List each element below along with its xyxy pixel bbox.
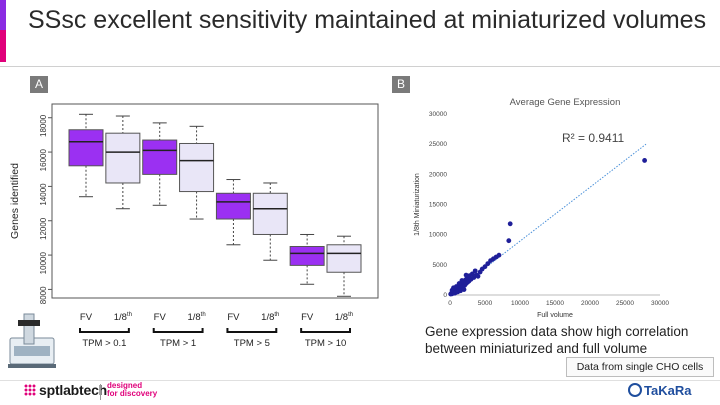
y-axis-label: Genes identified bbox=[9, 163, 21, 239]
scatter-chart: Average Gene Expression 0 5000 10000 15000 20… bbox=[414, 97, 669, 319]
data-point bbox=[496, 252, 502, 258]
group-label: TPM > 0.1 bbox=[82, 338, 126, 349]
group-label: TPM > 1 bbox=[160, 338, 196, 349]
data-point bbox=[453, 284, 459, 289]
trendline bbox=[449, 143, 647, 296]
x-axis-label: Full volume bbox=[537, 312, 573, 319]
x-category-label: FV bbox=[227, 312, 240, 323]
title-accent-pink bbox=[0, 30, 6, 62]
data-point bbox=[459, 278, 465, 283]
x-tick-label: 25000 bbox=[616, 300, 634, 307]
takara-icon bbox=[628, 383, 642, 397]
group-bracket bbox=[226, 328, 278, 333]
group-label: TPM > 5 bbox=[234, 338, 270, 349]
spt-dots-icon bbox=[24, 384, 36, 396]
data-point bbox=[642, 158, 647, 163]
takara-logo-text: TaKaRa bbox=[644, 383, 692, 398]
y-tick-label: 10000 bbox=[429, 232, 447, 239]
footer-separator bbox=[100, 384, 101, 400]
y-tick-label: 10000 bbox=[39, 252, 48, 275]
group-label: TPM > 10 bbox=[305, 338, 346, 349]
takara-logo: TaKaRa bbox=[628, 383, 691, 398]
x-tick-label: 5000 bbox=[478, 300, 493, 307]
data-point bbox=[482, 264, 488, 270]
box-1 bbox=[68, 129, 104, 167]
y-tick-label: 8000 bbox=[39, 286, 48, 304]
lab-instrument-image bbox=[8, 313, 56, 368]
data-point bbox=[506, 238, 512, 244]
data-note: Data from single CHO cells bbox=[566, 357, 714, 377]
data-point bbox=[470, 271, 475, 277]
y-tick-label: 12000 bbox=[39, 217, 48, 240]
data-point bbox=[463, 272, 469, 278]
data-point bbox=[456, 281, 462, 286]
box-7 bbox=[289, 245, 325, 266]
tagline-line1: designed bbox=[107, 381, 143, 390]
box-2 bbox=[105, 132, 141, 184]
y-tick-label: 20000 bbox=[429, 171, 447, 178]
slide-title: SSsc excellent sensitivity maintained at… bbox=[28, 6, 707, 34]
box-3 bbox=[142, 139, 178, 175]
data-point bbox=[475, 273, 481, 279]
group-bracket bbox=[152, 328, 204, 333]
group-bracket bbox=[300, 328, 351, 333]
group-bracket bbox=[79, 328, 130, 333]
y-tick-label: 5000 bbox=[433, 262, 448, 269]
x-tick-label: 0 bbox=[448, 300, 452, 307]
title-divider bbox=[0, 66, 720, 67]
boxplot-chart: 8000 10000 12000 14000 16000 18000 Genes ident… bbox=[9, 103, 379, 349]
x-tick-label: 10000 bbox=[511, 300, 529, 307]
x-tick-label: 30000 bbox=[651, 300, 669, 307]
tagline-line2: for discovery bbox=[107, 389, 158, 398]
data-point bbox=[472, 268, 478, 274]
x-category-label: 1/8th bbox=[187, 312, 205, 323]
data-point bbox=[485, 261, 491, 267]
y-tick-label: 16000 bbox=[39, 149, 48, 172]
x-category-label: 1/8th bbox=[335, 312, 353, 323]
y-tick-label: 0 bbox=[443, 292, 447, 299]
sptlabtech-logo-text: sptlabtech bbox=[39, 382, 108, 398]
box-4 bbox=[179, 142, 215, 193]
y-tick-label: 25000 bbox=[429, 141, 447, 148]
data-point bbox=[507, 221, 513, 227]
x-tick-label: 15000 bbox=[546, 300, 564, 307]
panel-label-b: B bbox=[392, 76, 410, 93]
y-tick-label: 14000 bbox=[39, 183, 48, 206]
x-category-label: FV bbox=[301, 312, 314, 323]
r-squared-annotation: R² = 0.9411 bbox=[562, 131, 624, 145]
scatter-title: Average Gene Expression bbox=[510, 97, 621, 108]
x-category-label: 1/8th bbox=[261, 312, 279, 323]
y-axis-label: 1/8th Miniaturization bbox=[414, 173, 421, 236]
footer-divider bbox=[0, 380, 720, 381]
sptlabtech-logo: sptlabtech bbox=[24, 382, 107, 398]
x-category-label: FV bbox=[80, 312, 93, 323]
box-6 bbox=[252, 192, 288, 235]
title-accent-bar bbox=[0, 0, 6, 62]
data-point bbox=[461, 287, 467, 292]
box-5 bbox=[215, 192, 251, 220]
x-category-label: 1/8th bbox=[114, 312, 132, 323]
tagline: designed for discovery bbox=[107, 382, 157, 398]
y-tick-label: 18000 bbox=[39, 114, 48, 137]
x-category-label: FV bbox=[154, 312, 167, 323]
caption-text: Gene expression data show high correlati… bbox=[425, 324, 689, 356]
x-tick-label: 20000 bbox=[581, 300, 599, 307]
y-tick-label: 15000 bbox=[429, 202, 447, 209]
panel-label-a: A bbox=[30, 76, 48, 93]
box-8 bbox=[326, 244, 362, 273]
y-tick-label: 30000 bbox=[429, 111, 447, 118]
